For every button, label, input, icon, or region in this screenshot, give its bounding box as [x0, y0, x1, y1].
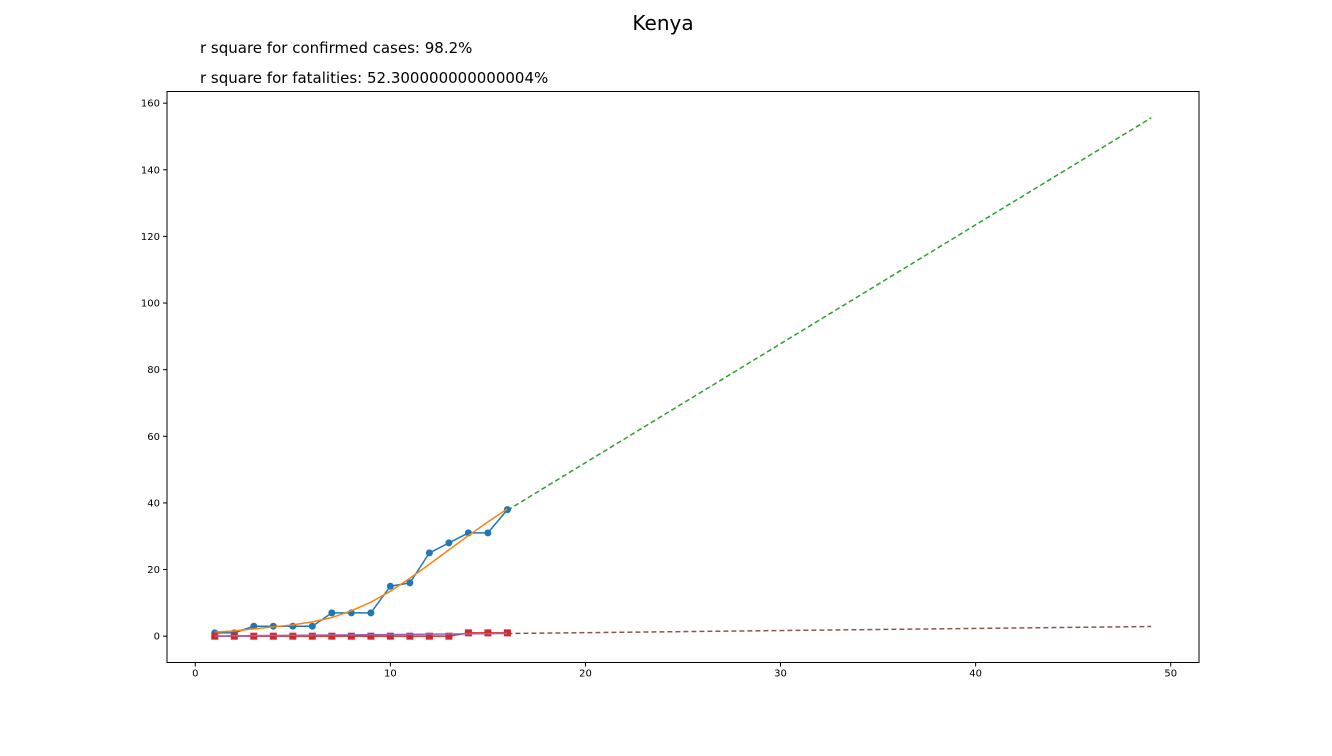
y-tick-label: 0 — [154, 632, 160, 643]
y-tick-label: 160 — [141, 99, 160, 110]
y-tick-label: 120 — [141, 232, 160, 243]
x-tick-label: 0 — [192, 669, 198, 680]
annotation-fatalities-r-square: r square for fatalities: 52.300000000000… — [200, 69, 548, 87]
fatality-point — [503, 629, 511, 637]
confirmed-point — [308, 622, 316, 630]
projection-line — [507, 117, 1152, 511]
y-tick-label: 80 — [147, 365, 160, 376]
confirmed-point — [367, 609, 375, 617]
x-axis: 0 10 20 30 40 50 — [192, 662, 1177, 680]
confirmed-point — [484, 529, 492, 537]
y-tick-label: 60 — [147, 432, 160, 443]
fatality-point — [367, 632, 375, 640]
y-axis: 0 20 40 60 80 100 120 140 160 — [141, 99, 167, 643]
fatality-point — [464, 629, 472, 637]
x-tick-label: 30 — [774, 669, 787, 680]
confirmed-point — [406, 579, 414, 587]
confirmed-point — [445, 539, 453, 547]
y-tick-label: 20 — [147, 565, 160, 576]
y-tick-label: 100 — [141, 299, 160, 310]
x-tick-label: 50 — [1164, 669, 1177, 680]
confirmed-point — [386, 582, 394, 590]
x-tick-label: 20 — [579, 669, 592, 680]
confirmed-point — [425, 549, 433, 557]
plot-area — [211, 117, 1152, 640]
fit-line — [214, 508, 508, 633]
series-line — [214, 509, 508, 634]
x-tick-label: 40 — [969, 669, 982, 680]
fatality-point — [445, 632, 453, 640]
confirmed-point — [328, 609, 336, 617]
fit-line — [214, 632, 508, 637]
fatality-point — [289, 632, 297, 640]
fatality-point — [211, 632, 219, 640]
fatality-point — [386, 632, 394, 640]
projection-line — [507, 625, 1152, 635]
chart-title: Kenya — [632, 11, 693, 35]
annotation-confirmed-r-square: r square for confirmed cases: 98.2% — [200, 39, 472, 57]
y-tick-label: 40 — [147, 498, 160, 509]
fatality-point — [347, 632, 355, 640]
y-tick-label: 140 — [141, 165, 160, 176]
fatality-point — [406, 632, 414, 640]
fatality-point — [484, 629, 492, 637]
x-tick-label: 10 — [384, 669, 397, 680]
fatality-point — [328, 632, 336, 640]
plot-frame — [166, 91, 1200, 663]
fatality-point — [308, 632, 316, 640]
fatality-point — [425, 632, 433, 640]
